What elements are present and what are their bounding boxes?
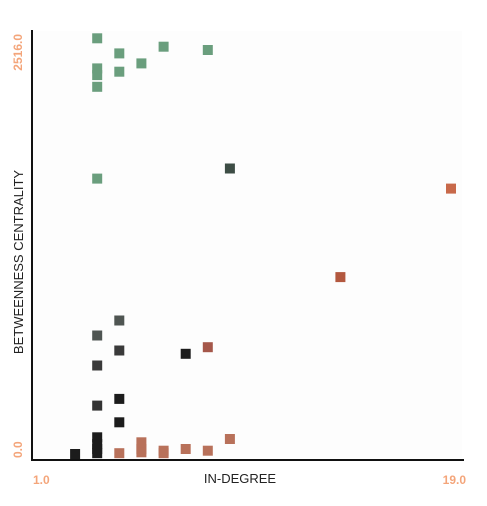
data-point-12 (446, 183, 456, 194)
data-point-28 (224, 434, 235, 444)
data-point-34 (136, 447, 147, 458)
data-point-35 (158, 448, 169, 459)
data-point-19 (92, 360, 103, 371)
data-point-29 (136, 437, 147, 448)
x-axis-title: IN-DEGREE (204, 471, 277, 486)
x-tick-label-max: 19.0 (443, 473, 467, 487)
data-point-16 (114, 345, 125, 356)
data-point-14 (114, 315, 125, 326)
y-tick-label-min: 0.0 (11, 441, 25, 458)
data-point-9 (92, 81, 103, 92)
data-point-31 (180, 444, 191, 454)
y-tick-label-max: 2516.0 (11, 34, 25, 71)
data-point-8 (92, 70, 103, 81)
data-point-4 (114, 48, 125, 59)
data-point-20 (92, 400, 103, 411)
data-point-26 (92, 448, 103, 459)
y-axis-title: BETWEENNESS CENTRALITY (11, 170, 26, 355)
plot-background (33, 31, 462, 458)
data-point-23 (92, 432, 103, 443)
data-point-6 (92, 63, 103, 74)
data-point-36 (114, 448, 125, 459)
data-point-3 (202, 45, 213, 55)
data-point-22 (114, 417, 125, 428)
data-point-18 (180, 348, 191, 359)
data-point-2 (158, 41, 169, 52)
data-point-11 (224, 163, 235, 174)
points-layer (70, 33, 456, 459)
data-point-27 (70, 449, 81, 459)
data-point-13 (335, 272, 346, 283)
data-point-21 (114, 393, 125, 404)
data-point-15 (92, 330, 103, 341)
data-point-5 (136, 58, 147, 69)
data-point-1 (92, 33, 103, 44)
data-point-33 (202, 445, 213, 456)
data-point-7 (114, 66, 125, 77)
data-point-17 (202, 342, 213, 353)
x-tick-label-min: 1.0 (33, 473, 50, 487)
data-point-10 (92, 173, 103, 184)
